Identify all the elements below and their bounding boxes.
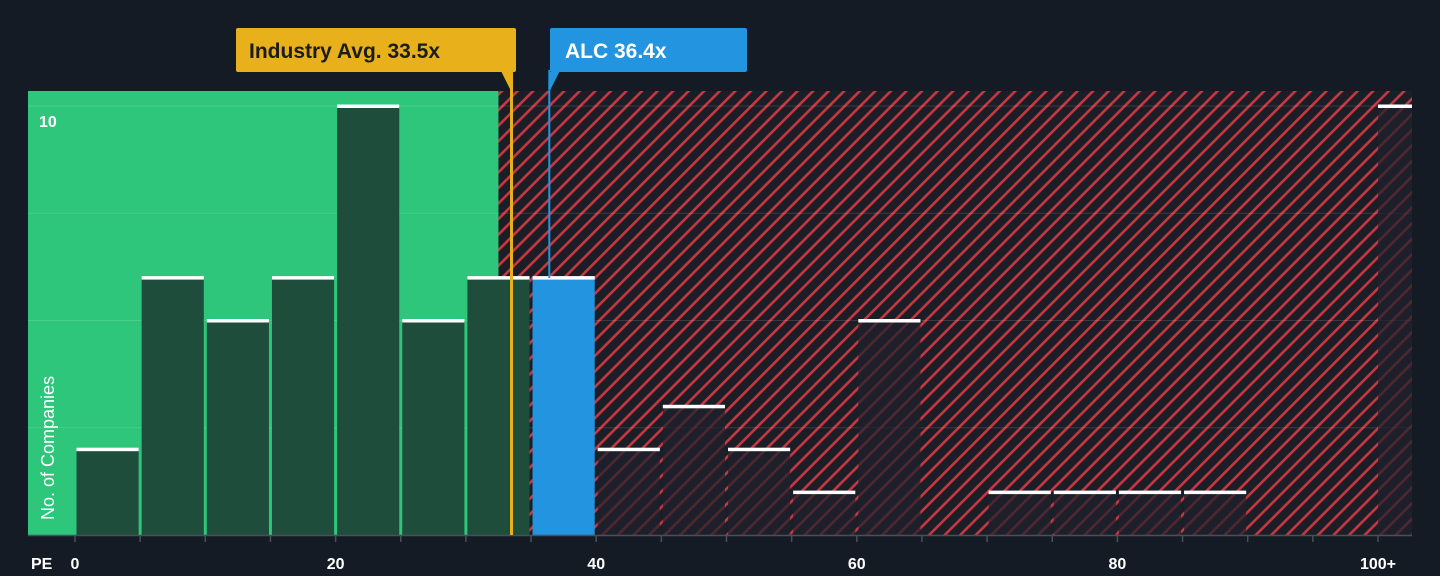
bar-40-45 xyxy=(597,449,660,535)
y-axis-label: No. of Companies xyxy=(38,376,58,520)
x-tick-label-5: 100+ xyxy=(1360,556,1396,571)
x-tick-label-2: 40 xyxy=(587,556,605,571)
bar-cap-50-55 xyxy=(728,447,791,452)
company-pointer xyxy=(549,72,560,92)
bar-100+ xyxy=(1378,106,1412,535)
bar-55-60 xyxy=(793,492,856,535)
bar-cap-0-5 xyxy=(76,447,139,452)
x-tick-label-4: 80 xyxy=(1109,556,1127,571)
bar-80-85 xyxy=(1118,492,1182,535)
bar-cap-5-10 xyxy=(141,276,204,280)
bar-cap-35-40 xyxy=(532,276,595,280)
bar-cap-75-80 xyxy=(1053,490,1116,495)
x-tick-label-3: 60 xyxy=(848,556,866,571)
bar-20-25 xyxy=(337,106,400,535)
bar-cap-15-20 xyxy=(271,276,335,280)
x-tick-label-0: 0 xyxy=(71,556,80,571)
company-label: ALC 36.4x xyxy=(565,40,667,63)
bar-35-40 xyxy=(532,277,595,535)
industry-avg-box xyxy=(236,28,516,72)
bar-70-75 xyxy=(988,492,1051,535)
bar-0-5 xyxy=(76,449,139,535)
bar-cap-25-30 xyxy=(402,319,465,323)
y-tick-label-10: 10 xyxy=(39,114,57,131)
bar-75-80 xyxy=(1053,492,1116,535)
industry-avg-label: Industry Avg. 33.5x xyxy=(249,40,440,63)
company-box xyxy=(550,28,747,72)
bar-cap-80-85 xyxy=(1118,490,1182,495)
bar-30-35 xyxy=(467,277,530,535)
bar-cap-30-35 xyxy=(467,276,530,280)
bar-cap-85-90 xyxy=(1184,490,1247,495)
bar-85-90 xyxy=(1184,492,1247,535)
bar-cap-55-60 xyxy=(793,490,856,495)
bar-15-20 xyxy=(271,277,335,535)
bar-50-55 xyxy=(728,449,791,535)
bar-cap-10-15 xyxy=(206,319,269,323)
x-axis-label: PE xyxy=(31,556,53,571)
bar-cap-100+ xyxy=(1378,104,1412,108)
bar-60-65 xyxy=(858,320,921,535)
bar-cap-70-75 xyxy=(988,490,1051,495)
bar-5-10 xyxy=(141,277,204,535)
bar-cap-20-25 xyxy=(337,104,400,108)
industry-avg-pointer xyxy=(501,72,512,92)
x-tick-label-1: 20 xyxy=(327,556,345,571)
bar-cap-60-65 xyxy=(858,319,921,323)
bar-cap-45-50 xyxy=(662,404,725,409)
bar-10-15 xyxy=(206,320,269,535)
bar-25-30 xyxy=(402,320,465,535)
bar-cap-40-45 xyxy=(597,447,660,452)
bar-45-50 xyxy=(662,406,725,535)
